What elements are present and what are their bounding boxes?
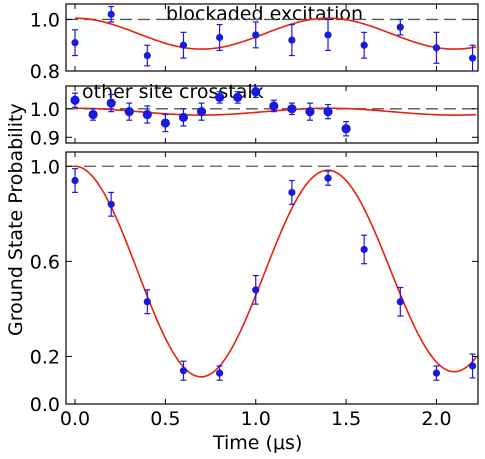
data-point xyxy=(71,39,79,47)
data-point xyxy=(233,92,243,102)
y-tick-label: 0.8 xyxy=(30,61,60,83)
data-point xyxy=(341,124,351,134)
data-point xyxy=(143,51,151,60)
data-point xyxy=(215,33,224,42)
plot-frame xyxy=(65,3,479,72)
y-tick-label: 0.6 xyxy=(30,251,60,273)
data-point xyxy=(70,95,80,105)
data-point xyxy=(323,107,333,117)
data-point xyxy=(468,362,477,370)
data-point xyxy=(360,245,368,254)
data-point xyxy=(142,109,152,120)
data-point xyxy=(107,10,115,18)
data-point xyxy=(305,107,315,117)
data-point xyxy=(288,36,296,44)
data-point xyxy=(324,174,332,182)
x-tick-label: 1.0 xyxy=(241,408,271,430)
y-tick-label: 0.9 xyxy=(30,127,60,149)
y-tick-label: 0.0 xyxy=(30,394,60,416)
data-point xyxy=(252,31,260,39)
data-point xyxy=(269,101,279,111)
data-point xyxy=(396,298,404,306)
data-point xyxy=(178,112,189,122)
y-tick-label: 1.0 xyxy=(30,156,60,178)
data-point xyxy=(196,107,207,117)
data-point xyxy=(252,286,260,294)
data-point xyxy=(432,369,441,377)
data-point xyxy=(124,107,134,117)
data-point xyxy=(432,44,441,52)
data-point xyxy=(179,367,188,375)
data-point xyxy=(143,298,151,306)
data-point xyxy=(88,109,98,120)
x-axis-label: Time (μs) xyxy=(212,432,302,454)
data-point xyxy=(107,200,115,208)
data-point xyxy=(396,23,404,31)
y-axis-label: Ground State Probability xyxy=(5,103,27,336)
y-tick-label: 1.0 xyxy=(30,9,60,31)
fit-curve xyxy=(75,107,477,116)
data-point xyxy=(288,188,296,197)
data-point xyxy=(106,98,116,108)
plot-frame xyxy=(65,151,479,405)
data-point xyxy=(360,41,368,49)
data-point xyxy=(287,104,297,114)
data-point xyxy=(324,31,332,39)
panel-title: blockaded excitation xyxy=(166,3,363,25)
data-point xyxy=(160,118,170,128)
data-point xyxy=(215,369,224,377)
data-point xyxy=(251,87,261,97)
data-point xyxy=(468,54,477,62)
x-tick-label: 0.0 xyxy=(60,408,90,430)
fit-curve xyxy=(74,165,477,378)
x-tick-label: 2.0 xyxy=(421,408,451,430)
y-tick-label: 1.0 xyxy=(30,99,60,121)
plot-frame xyxy=(65,85,479,144)
y-tick-label: 0.2 xyxy=(30,346,60,368)
data-point xyxy=(179,41,188,49)
panel-ground-state-probability: 0.0 0.2 0.6 1.0 0.0 0.5 1.0 1.5 2.0 xyxy=(30,151,479,430)
x-tick-label: 1.5 xyxy=(331,408,361,430)
data-point xyxy=(71,176,79,185)
x-tick-label: 0.5 xyxy=(150,408,180,430)
data-point xyxy=(214,92,225,102)
fit-curve xyxy=(75,17,477,50)
panel-blockaded-excitation: blockaded excitation 0.8 1.0 xyxy=(30,3,479,83)
panel-other-site-crosstalk: other site crosstalk 0.91.0 xyxy=(30,81,479,149)
